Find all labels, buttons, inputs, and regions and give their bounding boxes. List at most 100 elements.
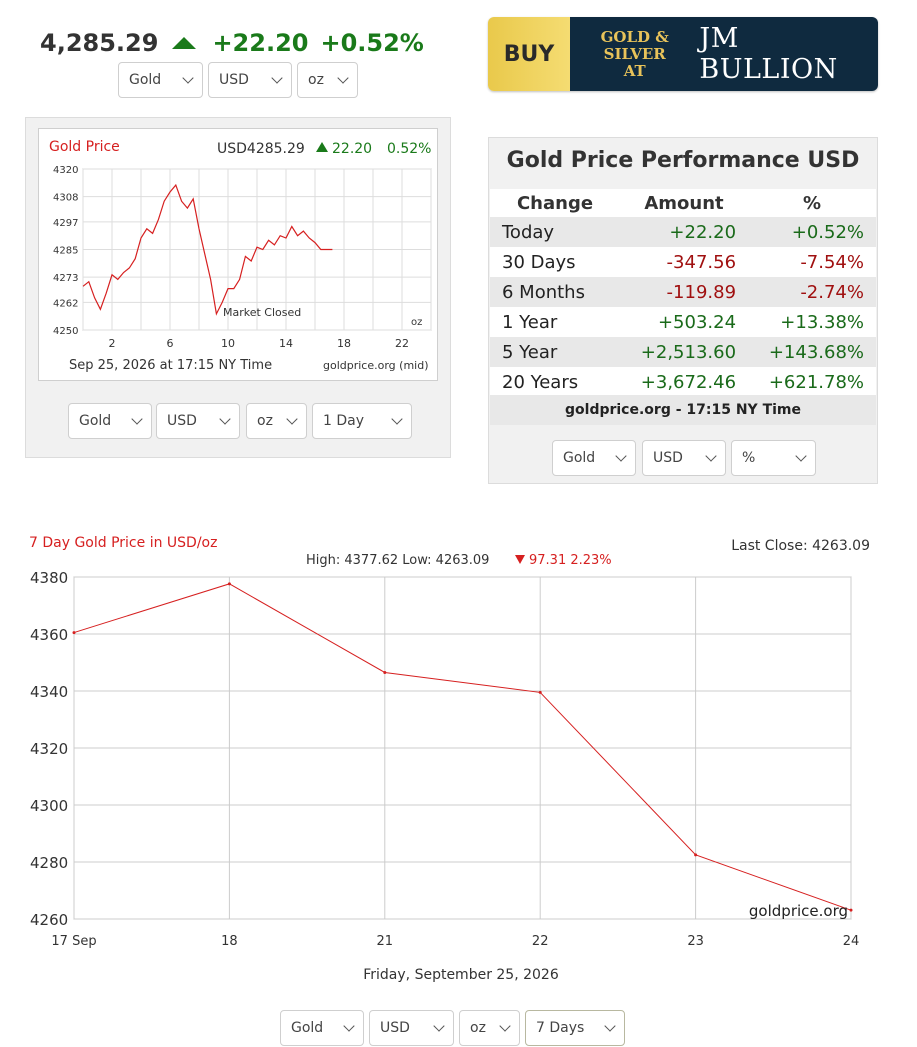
intraday-chart: Gold Price USD4285.29 22.20 0.52% 4250 4262 42… <box>38 128 438 381</box>
banner-tagline: Gold & Silver At <box>592 28 677 80</box>
price-line <box>73 583 852 911</box>
chevron-down-icon <box>615 450 627 462</box>
chart-range-select-value: 1 Day <box>323 413 365 429</box>
y-tick-label: 4320 <box>30 740 68 758</box>
chevron-down-icon <box>219 413 231 425</box>
currency-select[interactable]: USD <box>208 62 292 98</box>
y-tick-label: 4320 <box>53 165 78 176</box>
currency-select-value: USD <box>219 72 249 88</box>
perf-metal-select-value: Gold <box>563 450 596 466</box>
x-tick-label: 10 <box>221 337 235 350</box>
y-tick-label: 4380 <box>30 569 68 587</box>
performance-period: 5 Year <box>490 337 620 367</box>
x-tick-label: 17 Sep <box>51 934 96 949</box>
metal-select[interactable]: Gold <box>118 62 203 98</box>
chevron-down-icon <box>604 1020 616 1032</box>
y-tick-label: 4250 <box>53 326 78 337</box>
performance-row: 30 Days -347.56 -7.54% <box>490 247 876 277</box>
chevron-down-icon <box>182 72 194 84</box>
banner-tagline-line2: Silver At <box>603 44 666 80</box>
x-tick-label: 21 <box>377 934 394 949</box>
performance-percent: +13.38% <box>780 311 864 333</box>
banner-buy-label: BUY <box>488 17 570 91</box>
price-ticker: 4,285.29 +22.20 +0.52% <box>40 26 440 60</box>
chart-watermark: goldprice.org <box>749 902 848 920</box>
unit-select-value: oz <box>308 72 324 88</box>
performance-title: Gold Price Performance USD <box>506 148 860 173</box>
price-change: +22.20 <box>212 29 309 57</box>
chart-date-label: Sep 25, 2026 at 17:15 NY Time <box>69 358 272 373</box>
market-closed-label: Market Closed <box>223 306 301 319</box>
chevron-down-icon <box>343 1020 355 1032</box>
x-tick-label: 18 <box>337 337 351 350</box>
chevron-down-icon <box>499 1020 511 1032</box>
performance-period: 1 Year <box>502 311 558 333</box>
performance-row: 20 Years +3,672.46 +621.78% <box>490 367 876 397</box>
perf-currency-select[interactable]: USD <box>642 440 726 476</box>
performance-percent: +0.52% <box>748 217 876 247</box>
spot-price: 4,285.29 <box>40 29 159 57</box>
performance-amount: +3,672.46 <box>640 371 737 393</box>
metal-select-value: Gold <box>129 72 162 88</box>
week-currency-select[interactable]: USD <box>369 1010 454 1046</box>
up-arrow-icon <box>172 37 197 49</box>
high-low-stats: High: 4377.62 Low: 4263.09 <box>306 553 489 568</box>
chevron-down-icon <box>433 1020 445 1032</box>
week-unit-select-value: oz <box>470 1020 486 1036</box>
performance-period: 6 Months <box>490 277 620 307</box>
y-tick-label: 4308 <box>53 193 78 204</box>
seven-day-change: 97.31 2.23% <box>529 553 612 568</box>
x-tick-label: 23 <box>687 934 704 949</box>
header-percent: % <box>802 192 822 214</box>
seven-day-title: 7 Day Gold Price in USD/oz <box>29 535 217 551</box>
last-close-label: Last Close: 4263.09 <box>731 538 870 554</box>
unit-select[interactable]: oz <box>297 62 358 98</box>
chart-source: goldprice.org (mid) <box>323 359 429 372</box>
data-point <box>694 853 698 857</box>
performance-period: 30 Days <box>502 251 576 273</box>
perf-mode-select[interactable]: % <box>731 440 816 476</box>
price-change-percent: +0.52% <box>320 29 424 57</box>
performance-amount: -119.89 <box>620 277 749 307</box>
week-unit-select[interactable]: oz <box>459 1010 520 1046</box>
performance-row: 5 Year +2,513.60 +143.68% <box>490 337 876 367</box>
chart-footer-date: Friday, September 25, 2026 <box>363 967 559 983</box>
performance-row: Today +22.20 +0.52% <box>490 217 876 247</box>
y-tick-label: 4280 <box>30 854 68 872</box>
jm-bullion-ad-banner[interactable]: BUY Gold & Silver At JM Bullion <box>488 17 878 91</box>
week-range-select[interactable]: 7 Days <box>525 1010 625 1046</box>
performance-percent: -7.54% <box>800 251 864 273</box>
chart-title: Gold Price <box>49 139 120 155</box>
chart-metal-select[interactable]: Gold <box>68 403 152 439</box>
perf-mode-select-value: % <box>742 450 756 466</box>
data-point <box>383 670 387 674</box>
chevron-down-icon <box>271 72 283 84</box>
performance-row: 1 Year +503.24 +13.38% <box>490 307 876 337</box>
chart-unit-select[interactable]: oz <box>246 403 307 439</box>
performance-period: 20 Years <box>502 371 579 393</box>
chart-range-select[interactable]: 1 Day <box>312 403 412 439</box>
chart-currency-select[interactable]: USD <box>156 403 240 439</box>
up-arrow-icon <box>316 142 328 152</box>
y-tick-label: 4260 <box>30 911 68 929</box>
chart-header-price: USD4285.29 <box>217 141 305 157</box>
week-metal-select[interactable]: Gold <box>280 1010 364 1046</box>
perf-metal-select[interactable]: Gold <box>552 440 636 476</box>
x-tick-label: 22 <box>532 934 549 949</box>
performance-table: Change Amount % Today +22.20 +0.52% 30 Days… <box>490 189 876 397</box>
performance-header-row: Change Amount % <box>490 189 876 217</box>
chart-currency-select-value: USD <box>167 413 197 429</box>
y-tick-label: 4360 <box>30 626 68 644</box>
x-tick-label: 18 <box>221 934 238 949</box>
x-tick-label: 2 <box>109 337 116 350</box>
chevron-down-icon <box>286 413 298 425</box>
chart-unit-select-value: oz <box>257 413 273 429</box>
data-point <box>227 582 231 586</box>
x-tick-label: 6 <box>167 337 174 350</box>
performance-percent: -2.74% <box>748 277 876 307</box>
header-change: Change <box>516 192 594 214</box>
y-tick-label: 4300 <box>30 797 68 815</box>
y-tick-label: 4262 <box>53 298 78 309</box>
chart-metal-select-value: Gold <box>79 413 112 429</box>
y-tick-label: 4297 <box>53 218 78 229</box>
